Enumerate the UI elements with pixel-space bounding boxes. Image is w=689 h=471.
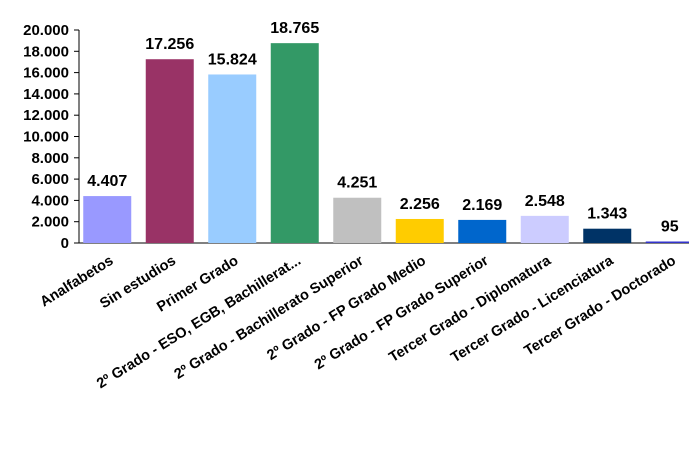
- bar: [208, 74, 257, 244]
- y-tick-label: 20.000: [23, 22, 69, 39]
- data-label: 2.256: [400, 196, 440, 213]
- data-labels: 4.407 17.256 15.824 18.765 4.251 2.256 2.169 2.…: [87, 20, 679, 235]
- y-tick-label: 0: [61, 235, 69, 252]
- bar: [645, 241, 689, 243]
- y-tick-label: 2.000: [31, 214, 69, 231]
- bar: [145, 59, 194, 243]
- bar: [270, 43, 319, 244]
- bars: [83, 43, 689, 244]
- data-label: 95: [661, 219, 679, 236]
- bar: [395, 218, 444, 243]
- y-axis: 0 2.000 4.000 6.000 8.000 10.000 12.000 14.000 1…: [23, 22, 689, 252]
- data-label: 18.765: [270, 20, 319, 37]
- bar: [520, 215, 569, 243]
- y-tick-label: 16.000: [23, 65, 69, 82]
- bar: [333, 197, 382, 243]
- data-label: 15.824: [208, 51, 257, 68]
- y-tick-label: 6.000: [31, 171, 69, 188]
- y-tick-label: 18.000: [23, 43, 69, 60]
- y-tick-label: 4.000: [31, 192, 69, 209]
- data-label: 1.343: [587, 206, 627, 223]
- y-tick-label: 10.000: [23, 129, 69, 146]
- data-label: 4.251: [337, 175, 377, 192]
- bar: [458, 219, 507, 243]
- data-label: 2.169: [462, 197, 502, 214]
- y-tick-label: 12.000: [23, 107, 69, 124]
- y-tick-label: 8.000: [31, 150, 69, 167]
- bar: [83, 196, 132, 243]
- bar: [583, 228, 632, 243]
- data-label: 2.548: [525, 193, 565, 210]
- data-label: 17.256: [145, 36, 194, 53]
- y-tick-label: 14.000: [23, 86, 69, 103]
- data-label: 4.407: [87, 173, 127, 190]
